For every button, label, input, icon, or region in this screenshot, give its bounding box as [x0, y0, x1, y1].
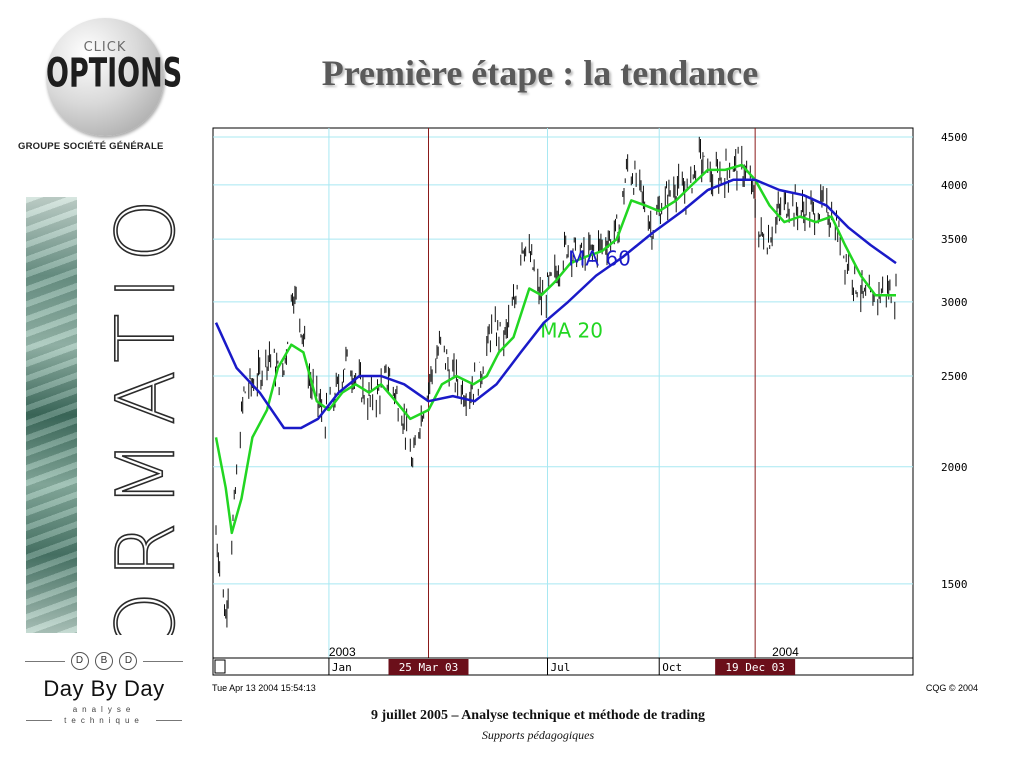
marker-label: 19 Dec 03: [725, 661, 785, 674]
price-chart: 4500 4000 3500 3000 2500 2000 1500 MA 20 MA 60 20…: [212, 127, 978, 693]
logo-options-text: OPTIONS: [46, 49, 183, 98]
series-line-ma60: [214, 178, 897, 430]
marker-label-bg: [715, 659, 796, 675]
y-tick-label: 2000: [941, 461, 968, 474]
dbd-letter-2: B: [95, 652, 113, 670]
x-axis-scroll-box: [214, 659, 226, 674]
logo-click-text: CLICK: [83, 40, 127, 55]
dbd-sub-technique: technique: [64, 716, 144, 725]
plot-area: [212, 127, 914, 659]
marker-label: 25 Mar 03: [399, 661, 459, 674]
series-line-ma20: [214, 163, 896, 535]
y-tick-label: 3500: [941, 233, 968, 246]
footer-title: 9 juillet 2005 – Analyse technique et mé…: [370, 708, 706, 723]
chart-copyright: CQG © 2004: [926, 683, 978, 693]
decorative-photo-strip: [26, 197, 77, 633]
year-label: 2003: [329, 645, 356, 659]
dbd-sub-analyse: analyse: [72, 705, 136, 714]
x-tick-label: Jul: [551, 661, 571, 674]
divider: [142, 660, 183, 662]
y-tick-label: 4000: [941, 179, 968, 192]
year-label: 2004: [772, 645, 799, 659]
series-label-ma20: MA 20: [540, 318, 603, 342]
y-tick-label: 3000: [941, 296, 968, 309]
footer-subtitle: Supports pédagogiques: [481, 728, 595, 742]
marker-label-bg: [388, 659, 469, 675]
formation-vertical-text: FORMATION: [106, 190, 186, 635]
page-title: Première étape : la tendance: [321, 53, 759, 93]
series-label-ma60: MA 60: [568, 247, 631, 271]
logo-circle: [46, 18, 164, 136]
formation-label: FORMATION: [106, 190, 186, 635]
chart-timestamp: Tue Apr 13 2004 15:54:13: [212, 683, 316, 693]
y-tick-label: 1500: [941, 578, 968, 591]
x-tick-label: Oct: [662, 661, 682, 674]
divider: [25, 660, 66, 662]
click-options-logo: CLICK OPTIONS: [46, 18, 183, 140]
divider: [26, 720, 52, 721]
y-tick-label: 4500: [941, 131, 968, 144]
divider: [156, 720, 182, 721]
dbd-letter-3: D: [119, 652, 138, 670]
day-by-day-logo: D B D Day By Day analyse technique: [24, 652, 184, 732]
dbd-name: Day By Day: [43, 676, 165, 701]
y-tick-label: 2500: [941, 370, 968, 383]
group-name: GROUPE SOCIÉTÉ GÉNÉRALE: [18, 141, 164, 152]
x-tick-label: Jan: [332, 661, 352, 674]
dbd-letter-1: D: [70, 652, 89, 670]
